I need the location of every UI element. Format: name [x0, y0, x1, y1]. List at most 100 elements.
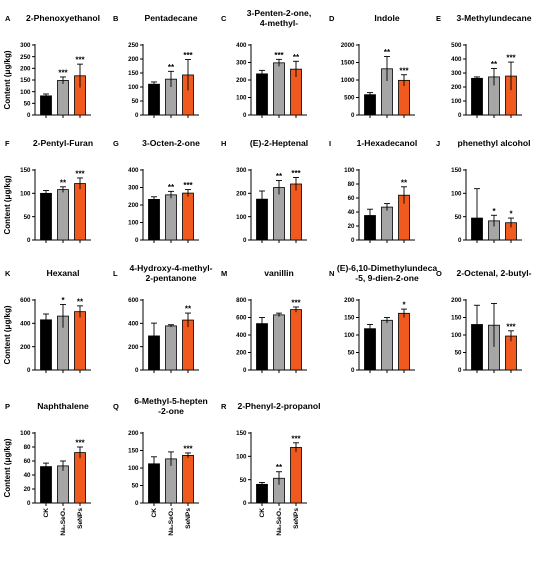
y-tick-label: 2000 [341, 42, 355, 49]
bar [40, 466, 52, 504]
x-category-label: SeNPs [185, 508, 192, 529]
y-tick-label: 150 [236, 430, 247, 437]
y-tick-label: 100 [344, 167, 355, 174]
bar [290, 447, 302, 504]
bar [182, 192, 194, 241]
y-tick-label: 100 [20, 430, 31, 437]
panel-letter: Q [113, 402, 119, 411]
panel-letter: R [221, 402, 227, 411]
y-tick-label: 200 [344, 297, 355, 304]
significance-label: *** [274, 51, 284, 60]
bar [182, 454, 194, 504]
panel-title: 4-methyl- [260, 18, 298, 28]
panel-letter: K [5, 269, 11, 278]
bar [40, 319, 52, 371]
y-tick-label: 100 [236, 95, 247, 102]
y-tick-label: 0 [135, 367, 139, 374]
y-tick-label: 100 [451, 98, 462, 105]
y-tick-label: 100 [128, 220, 139, 227]
significance-label: ** [60, 178, 67, 187]
significance-label: ** [293, 53, 300, 62]
y-tick-label: 400 [128, 321, 139, 328]
significance-label: * [402, 301, 406, 310]
y-tick-label: 200 [20, 344, 31, 351]
y-tick-label: 100 [20, 191, 31, 198]
bar [471, 77, 483, 116]
significance-label: *** [183, 444, 193, 453]
y-tick-label: 400 [128, 167, 139, 174]
significance-label: ** [401, 178, 408, 187]
y-tick-label: 500 [451, 42, 462, 49]
y-tick-label: 400 [451, 56, 462, 63]
panel-title: Pentadecane [144, 13, 197, 23]
y-tick-label: 50 [348, 350, 355, 357]
y-tick-label: 0 [458, 367, 462, 374]
y-tick-label: 150 [451, 315, 462, 322]
panel-letter: P [5, 402, 10, 411]
y-tick-label: 0 [458, 112, 462, 119]
x-category-label: Na₂SeO₃ [168, 508, 175, 536]
y-axis-label: Content (μg/kg) [3, 438, 12, 497]
bar [148, 83, 160, 116]
panel-letter: B [113, 14, 119, 23]
y-tick-label: 1000 [341, 77, 355, 84]
panel-letter: E [436, 14, 441, 23]
panel-letter: L [113, 269, 118, 278]
x-category-label: Na₂SeO₃ [276, 508, 283, 536]
y-tick-label: 0 [135, 237, 139, 244]
significance-label: * [492, 207, 496, 216]
panel-l: L 4-Hydroxy-4-methyl-2-pentanone 0 200 400 60… [113, 263, 213, 374]
panel-title: -5, 9-dien-2-one [355, 273, 419, 283]
bar [256, 323, 268, 371]
panel-title: 6-Methyl-5-hepten [134, 396, 208, 406]
bar [256, 73, 268, 116]
y-tick-label: 200 [128, 430, 139, 437]
panel-letter: G [113, 139, 119, 148]
significance-label: ** [491, 60, 498, 69]
y-tick-label: 500 [344, 95, 355, 102]
y-tick-label: 100 [20, 89, 31, 96]
y-tick-label: 100 [344, 332, 355, 339]
significance-label: * [509, 210, 513, 219]
y-tick-label: 150 [451, 167, 462, 174]
y-tick-label: 250 [20, 54, 31, 61]
y-tick-label: 150 [128, 448, 139, 455]
bar [57, 465, 69, 504]
bar [273, 62, 285, 116]
panel-title: 2-Phenyl-2-propanol [237, 401, 320, 411]
panel-i: I 1-Hexadecanol 0 20 40 60 80 100 ** [329, 138, 417, 244]
panel-n: N(E)-6,10-Dimethylundeca-5, 9-dien-2-one… [329, 263, 437, 374]
y-tick-label: 250 [128, 42, 139, 49]
y-tick-label: 200 [451, 84, 462, 91]
y-tick-label: 600 [236, 315, 247, 322]
panel-title: 3-Methylundecane [457, 13, 532, 23]
significance-label: ** [276, 463, 283, 472]
panel-title: (E)-6,10-Dimethylundeca [337, 263, 438, 273]
panel-title: 4-Hydroxy-4-methyl- [129, 263, 212, 273]
significance-label: *** [183, 181, 193, 190]
bar [290, 309, 302, 371]
x-category-label: CK [151, 508, 158, 518]
y-tick-label: 40 [348, 209, 355, 216]
bar [381, 206, 393, 241]
y-axis-label: Content (μg/kg) [3, 175, 12, 234]
y-tick-label: 0 [351, 112, 355, 119]
y-tick-label: 60 [348, 195, 355, 202]
y-tick-label: 0 [351, 237, 355, 244]
y-tick-label: 0 [243, 112, 247, 119]
panel-letter: I [329, 139, 331, 148]
y-tick-label: 0 [27, 367, 31, 374]
y-tick-label: 100 [236, 214, 247, 221]
y-tick-label: 300 [128, 185, 139, 192]
y-tick-label: 100 [128, 465, 139, 472]
panel-o: O 2-Octenal, 2-butyl- 0 50 100 150 200 *** [436, 268, 532, 374]
panel-letter: F [5, 139, 10, 148]
panel-letter: N [329, 269, 334, 278]
panel-title: (E)-2-Heptenal [250, 138, 308, 148]
y-tick-label: 400 [236, 42, 247, 49]
bar [182, 319, 194, 371]
y-tick-label: 600 [20, 297, 31, 304]
bar [364, 328, 376, 371]
